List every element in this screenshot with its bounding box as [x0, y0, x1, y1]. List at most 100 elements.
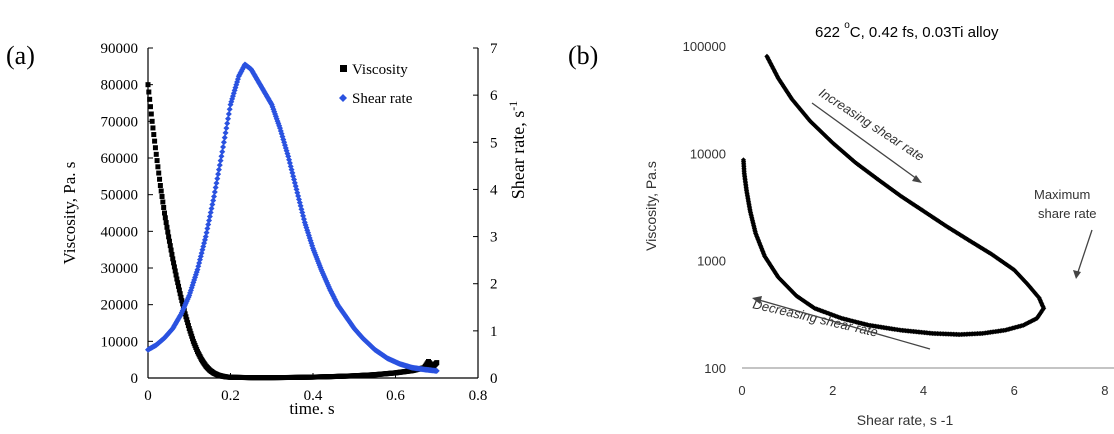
data-point [224, 120, 231, 127]
panel-a-x-tick-label: 0 [144, 388, 152, 404]
data-point [213, 180, 220, 187]
panel-b-y-label: Viscosity, Pa.s [643, 161, 659, 251]
panel-a-y-tick-label: 0 [131, 371, 139, 387]
annotation-maximum-line1: Maximum [1034, 187, 1090, 202]
panel-b-x-tick-label: 8 [1101, 383, 1108, 398]
data-point [185, 320, 191, 326]
data-point [205, 221, 212, 228]
data-point [214, 175, 221, 182]
data-point [211, 193, 217, 200]
panel-b-x-tick-label: 6 [1011, 383, 1018, 398]
data-point [185, 323, 191, 329]
data-point [176, 283, 182, 289]
data-point [202, 233, 209, 240]
data-point [164, 224, 170, 230]
annotation-decreasing-arrow [758, 299, 931, 350]
annotation-maximum-line2: share rate [1038, 206, 1097, 221]
panel-a-y-label: Viscosity, Pa. s [60, 162, 79, 265]
data-point [276, 122, 283, 129]
legend-viscosity-label: Viscosity [352, 62, 408, 78]
panel-a-x-tick-label: 0.8 [469, 388, 488, 404]
data-point [222, 129, 229, 136]
data-point [225, 115, 232, 122]
panel-b-title: 622 oC, 0.42 fs, 0.03Ti alloy [815, 20, 999, 41]
data-point [154, 158, 160, 164]
data-point [150, 125, 156, 131]
panel-a-y-tick-label: 90000 [101, 41, 139, 57]
data-point [190, 336, 196, 342]
data-point [171, 260, 177, 266]
data-point [217, 157, 224, 164]
annotation-increasing-arrowhead [912, 175, 922, 183]
annotation-maximum-arrowhead [1073, 270, 1081, 279]
data-point [215, 171, 222, 178]
data-point [157, 176, 163, 182]
series-viscosity [145, 82, 440, 381]
data-point [210, 197, 217, 204]
data-point [209, 201, 216, 208]
panel-a-y2-label-sup: -1 [506, 101, 520, 111]
data-point [151, 132, 157, 138]
data-point [173, 272, 179, 278]
panel-a-series [145, 61, 440, 381]
panel-b: (b) 622 oC, 0.42 fs, 0.03Ti alloy 0 2 4 6 8 1… [568, 20, 1114, 428]
data-point [155, 164, 161, 170]
data-point [172, 268, 178, 274]
data-point [168, 247, 174, 253]
panel-a: (a) 0 0.2 0.4 0.6 0.801000020000300004000050… [6, 41, 528, 418]
data-point [176, 287, 182, 293]
panel-b-title-main: 622 [815, 24, 844, 41]
panel-a-y2-label-text: Shear rate, s [508, 111, 528, 199]
series-shear-rate [145, 61, 440, 374]
data-point [220, 139, 227, 146]
panel-b-x-tick-label: 0 [738, 383, 745, 398]
panel-a-legend: Viscosity Shear rate [339, 62, 413, 107]
data-point [152, 145, 158, 151]
data-point [160, 199, 166, 205]
data-point [171, 264, 177, 270]
data-point [188, 331, 194, 337]
data-point [226, 106, 233, 113]
data-point [207, 209, 214, 216]
panel-b-y-tick-label: 1000 [697, 254, 726, 269]
data-point [433, 367, 440, 374]
data-point [219, 148, 226, 155]
data-point [162, 215, 168, 221]
panel-a-x-tick-label: 0.4 [304, 388, 323, 404]
data-point [157, 183, 163, 188]
data-point [167, 243, 173, 249]
panel-a-y2-tick-label: 5 [490, 135, 498, 151]
data-point [212, 184, 219, 191]
panel-a-label: (a) [6, 41, 35, 70]
data-point [179, 298, 185, 304]
data-point [159, 194, 165, 199]
panel-b-x-tick-label: 2 [829, 383, 836, 398]
data-point [180, 301, 186, 307]
data-point [169, 251, 175, 257]
panel-a-y-tick-label: 40000 [101, 224, 139, 240]
data-point [170, 256, 176, 262]
data-point [148, 111, 154, 117]
panel-b-y-tick-label: 10000 [690, 146, 726, 161]
data-point [152, 138, 158, 144]
data-point [165, 229, 171, 235]
data-point [146, 89, 152, 95]
data-point [206, 213, 213, 220]
panel-a-x-label: time. s [289, 399, 334, 418]
data-point [175, 280, 181, 286]
panel-a-y2-tick-label: 4 [490, 182, 498, 198]
data-point [204, 225, 211, 232]
data-point [174, 276, 180, 282]
legend-viscosity-marker [340, 65, 347, 72]
panel-b-x-tick-label: 4 [920, 383, 927, 398]
data-point [211, 189, 218, 196]
data-point [216, 162, 223, 169]
data-point [206, 217, 213, 224]
series-viscosity-loop [740, 53, 1047, 338]
panel-a-y2-tick-label: 7 [490, 41, 498, 57]
panel-b-title-degree: o [844, 20, 850, 31]
annotation-maximum-arrow [1077, 229, 1093, 273]
data-point [156, 170, 162, 176]
panel-a-y2-tick-label: 0 [490, 371, 498, 387]
data-point [161, 205, 167, 210]
